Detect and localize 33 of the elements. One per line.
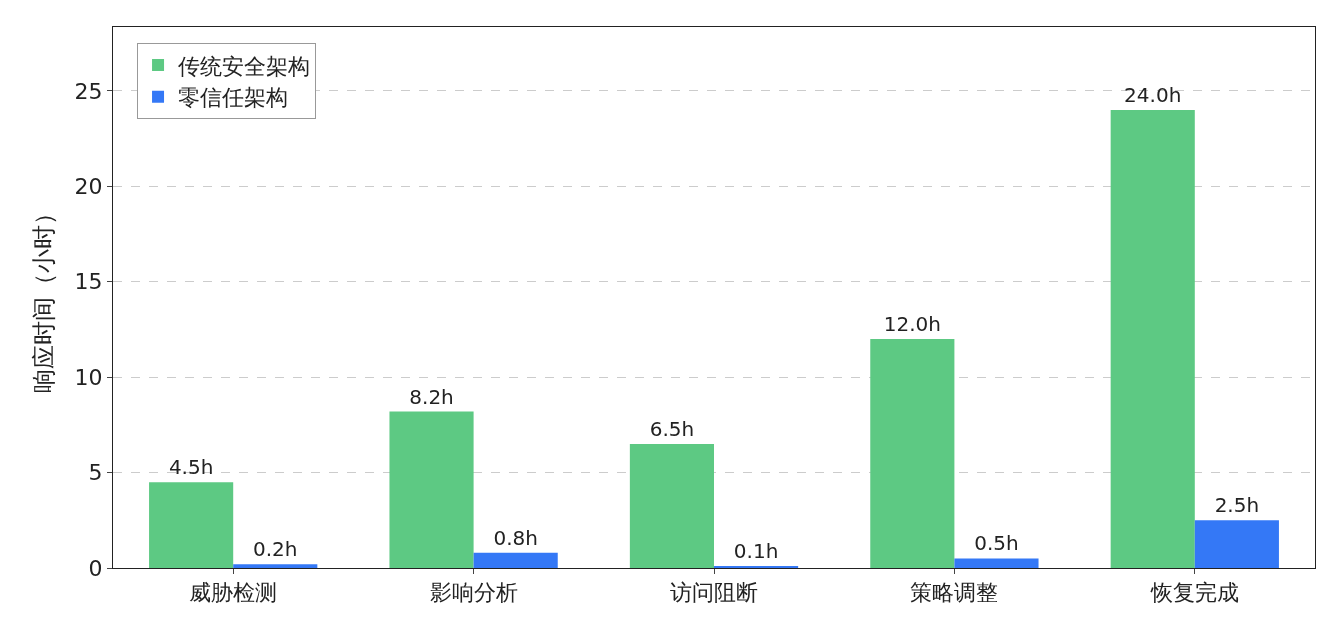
bar xyxy=(870,339,955,568)
data-label: 0.2h xyxy=(253,537,298,562)
y-tick-label: 15 xyxy=(74,269,103,295)
y-tick-label: 5 xyxy=(88,460,103,486)
y-tick-label: 20 xyxy=(74,174,103,200)
bar xyxy=(473,552,558,568)
x-tick-label: 策略调整 xyxy=(910,580,999,606)
data-label: 8.2h xyxy=(409,384,454,409)
y-axis-title: 响应时间（小时） xyxy=(29,201,58,394)
data-label: 0.1h xyxy=(733,539,779,563)
data-label: 24.0h xyxy=(1124,83,1182,108)
bar xyxy=(1194,520,1279,568)
x-tick-label: 威胁检测 xyxy=(189,580,278,606)
y-tick-label: 25 xyxy=(74,78,103,104)
bar xyxy=(233,564,318,568)
y-tick-label: 10 xyxy=(74,364,103,390)
data-label: 4.5h xyxy=(168,455,214,480)
data-label: 6.5h xyxy=(649,416,695,441)
data-label: 2.5h xyxy=(1214,493,1260,518)
bar xyxy=(629,443,714,568)
x-tick-label: 影响分析 xyxy=(429,580,518,606)
y-tick-label: 0 xyxy=(88,555,103,581)
data-label: 12.0h xyxy=(883,312,941,337)
bar xyxy=(389,411,474,568)
x-tick-label: 恢复完成 xyxy=(1149,580,1239,606)
x-tick-label: 访问阻断 xyxy=(670,580,758,606)
bar xyxy=(954,558,1039,568)
bar xyxy=(149,482,234,568)
legend-label: 传统安全架构 xyxy=(178,53,311,79)
legend-label: 零信任架构 xyxy=(178,85,289,111)
data-label: 0.8h xyxy=(493,525,538,550)
bar xyxy=(1110,110,1195,568)
data-label: 0.5h xyxy=(974,531,1019,556)
